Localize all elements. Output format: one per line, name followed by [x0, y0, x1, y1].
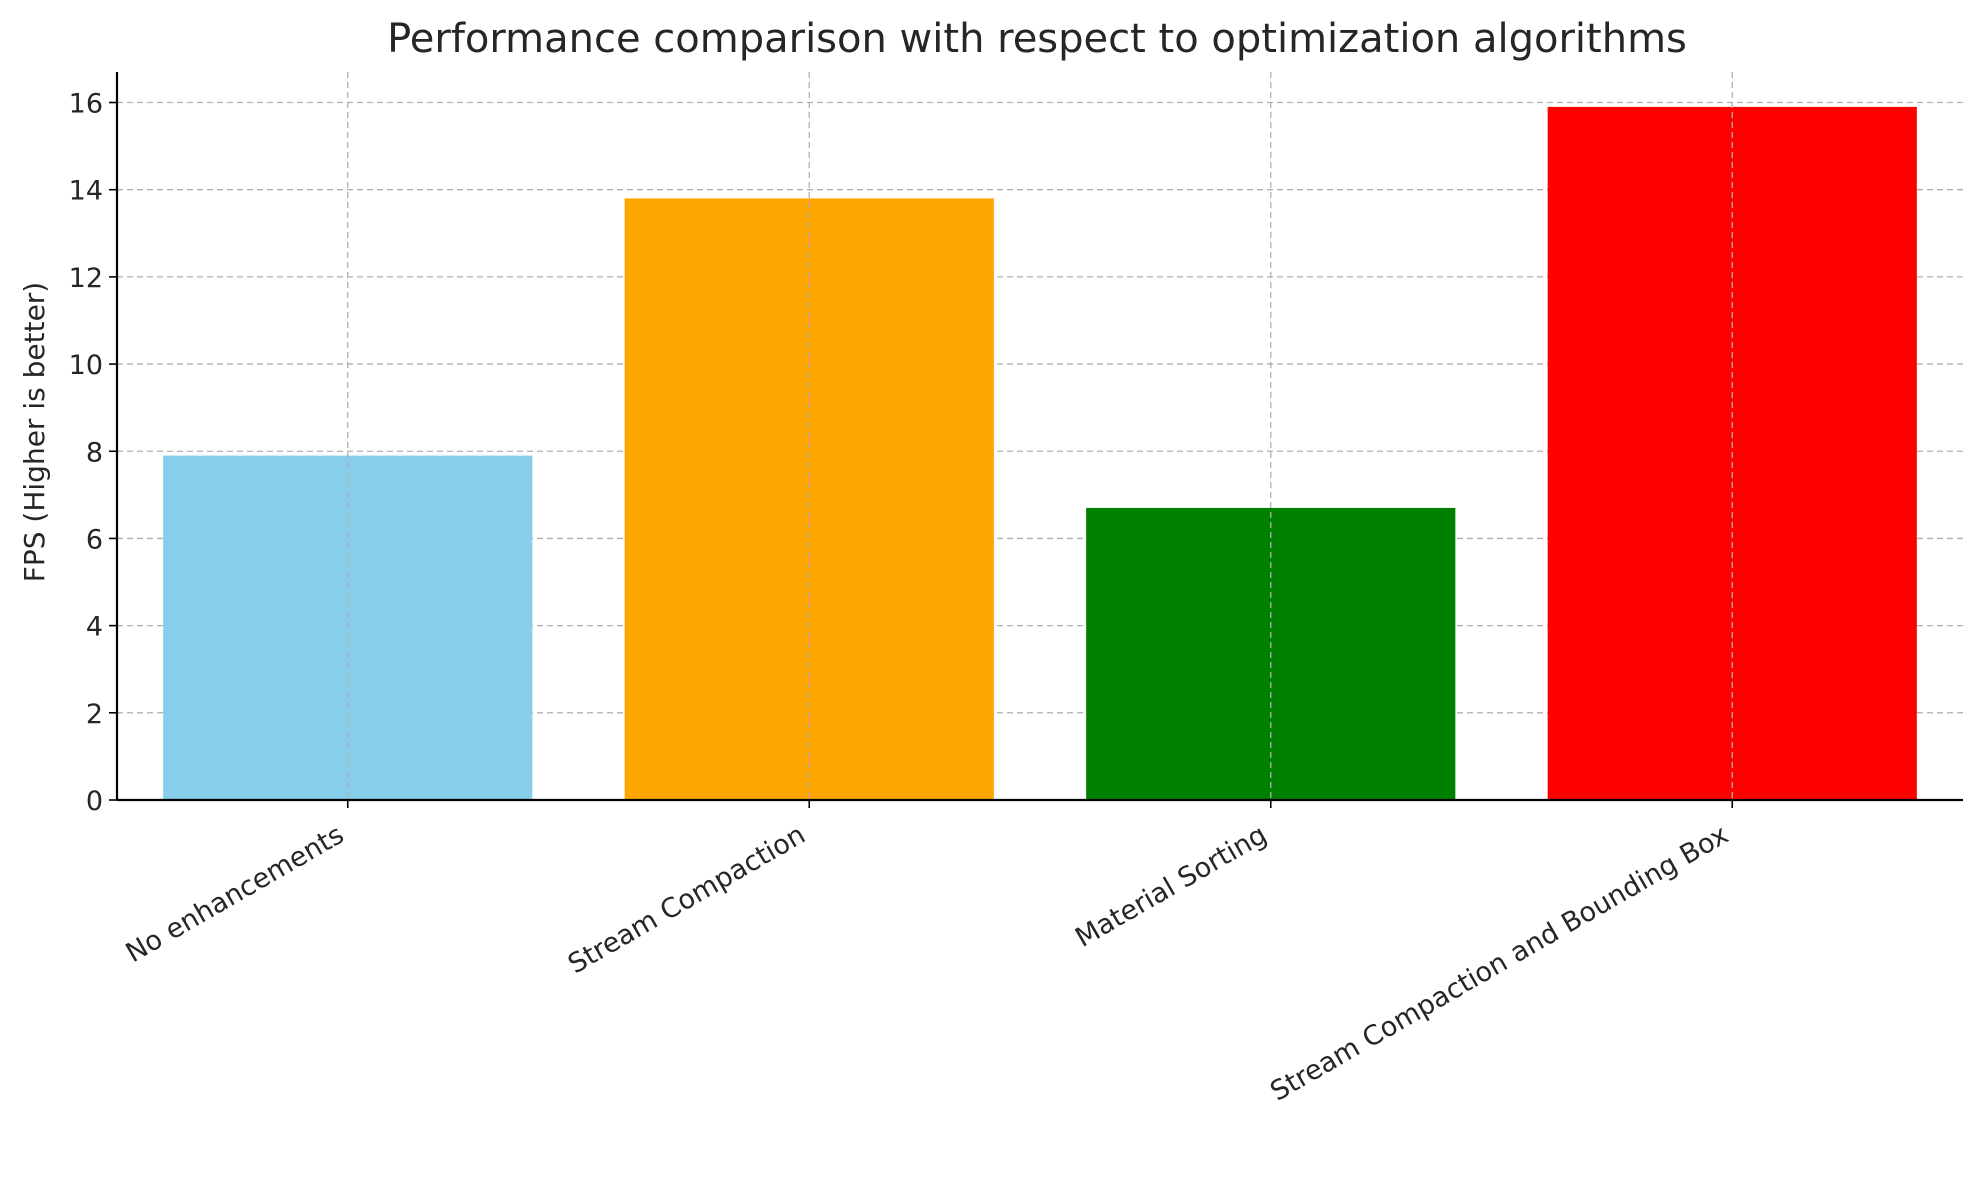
- bars-layer: [163, 72, 1917, 800]
- chart-title: Performance comparison with respect to o…: [387, 16, 1687, 62]
- x-tick-label: No enhancements: [121, 819, 349, 969]
- bar: [624, 198, 994, 800]
- y-tick-label: 14: [69, 176, 103, 207]
- y-tick-label: 8: [86, 437, 103, 468]
- y-tick-label: 16: [69, 89, 103, 120]
- x-tick-label: Stream Compaction: [563, 819, 811, 980]
- y-tick-label: 4: [86, 612, 103, 643]
- y-tick-label: 2: [86, 699, 103, 730]
- y-tick-label: 6: [86, 524, 103, 555]
- y-tick-label: 0: [86, 786, 103, 817]
- x-tick-label: Stream Compaction and Bounding Box: [1265, 819, 1734, 1107]
- x-tick-label: Material Sorting: [1070, 819, 1272, 954]
- y-axis-title: FPS (Higher is better): [18, 282, 51, 582]
- y-tick-label: 12: [69, 263, 103, 294]
- axes-layer: [115, 72, 1963, 802]
- y-tick-label: 10: [69, 350, 103, 381]
